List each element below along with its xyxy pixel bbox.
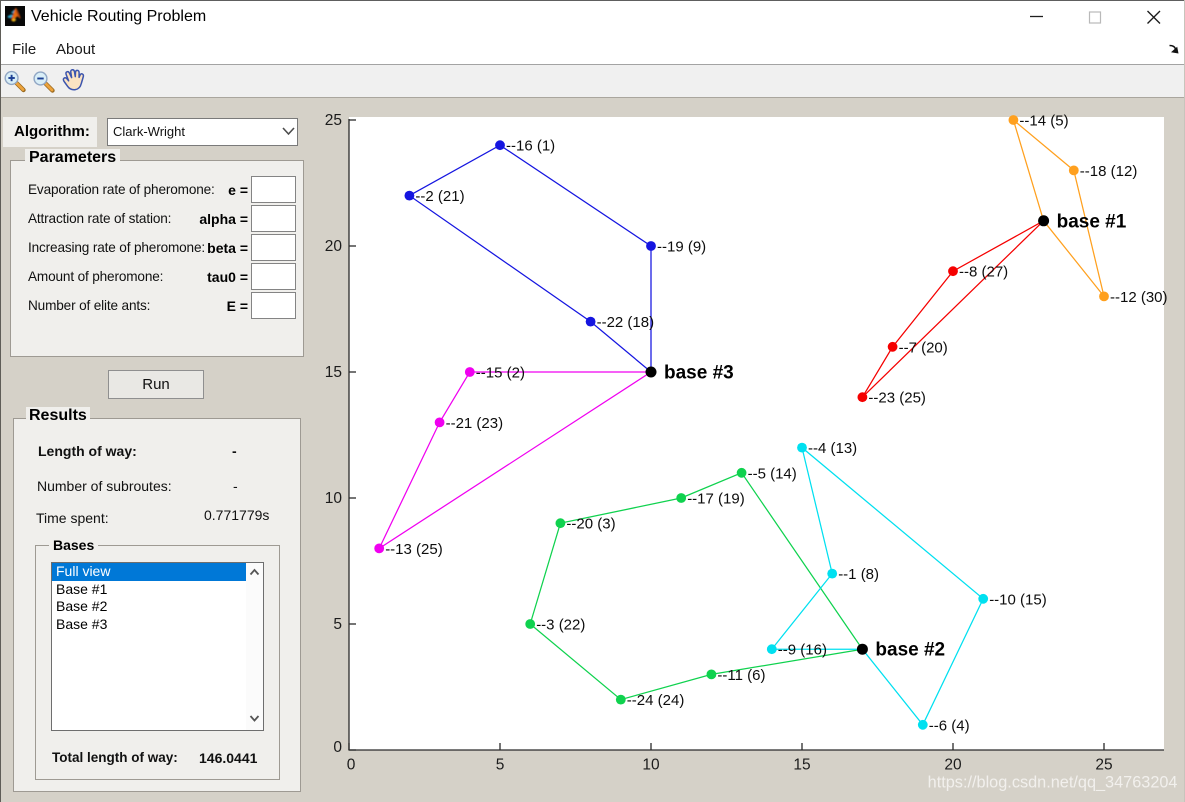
- svg-text:--17 (19): --17 (19): [687, 491, 745, 508]
- svg-text:--11 (6): --11 (6): [717, 667, 765, 684]
- svg-text:--8 (27): --8 (27): [959, 264, 1008, 281]
- svg-text:5: 5: [496, 757, 505, 774]
- svg-text:--21 (23): --21 (23): [446, 415, 504, 432]
- svg-text:20: 20: [325, 238, 343, 255]
- svg-text:base #1: base #1: [1057, 211, 1127, 232]
- svg-text:10: 10: [325, 490, 343, 507]
- svg-text:15: 15: [793, 757, 810, 774]
- svg-text:--10 (15): --10 (15): [989, 591, 1047, 608]
- svg-text:5: 5: [333, 616, 342, 633]
- svg-text:--24 (24): --24 (24): [627, 692, 685, 709]
- svg-text:--4 (13): --4 (13): [808, 440, 857, 457]
- svg-text:--16 (1): --16 (1): [506, 138, 555, 155]
- svg-text:0: 0: [333, 739, 342, 756]
- svg-text:--2 (21): --2 (21): [415, 188, 464, 205]
- svg-text:--20 (3): --20 (3): [566, 516, 615, 533]
- svg-text:base #2: base #2: [875, 640, 945, 661]
- svg-text:--12 (30): --12 (30): [1110, 289, 1168, 306]
- svg-text:base #3: base #3: [664, 363, 734, 384]
- svg-text:25: 25: [1095, 757, 1112, 774]
- svg-text:25: 25: [325, 112, 342, 129]
- svg-text:--13 (25): --13 (25): [385, 541, 443, 558]
- svg-text:--5 (14): --5 (14): [748, 465, 797, 482]
- svg-text:--1 (8): --1 (8): [838, 566, 879, 583]
- svg-text:--3 (22): --3 (22): [536, 617, 585, 634]
- svg-text:15: 15: [325, 364, 342, 381]
- svg-text:https://blog.csdn.net/qq_34763: https://blog.csdn.net/qq_34763204: [928, 774, 1178, 792]
- svg-text:0: 0: [347, 757, 356, 774]
- svg-text:--19 (9): --19 (9): [657, 239, 706, 256]
- svg-text:--23 (25): --23 (25): [868, 390, 926, 407]
- svg-text:--15 (2): --15 (2): [476, 365, 525, 382]
- svg-text:--14 (5): --14 (5): [1019, 113, 1068, 130]
- svg-text:--18 (12): --18 (12): [1080, 163, 1138, 180]
- svg-text:--22 (18): --22 (18): [597, 314, 655, 331]
- svg-text:--6 (4): --6 (4): [929, 717, 970, 734]
- svg-text:--9 (16): --9 (16): [778, 642, 827, 659]
- svg-text:10: 10: [642, 757, 660, 774]
- svg-text:20: 20: [944, 757, 962, 774]
- svg-text:--7 (20): --7 (20): [899, 339, 948, 356]
